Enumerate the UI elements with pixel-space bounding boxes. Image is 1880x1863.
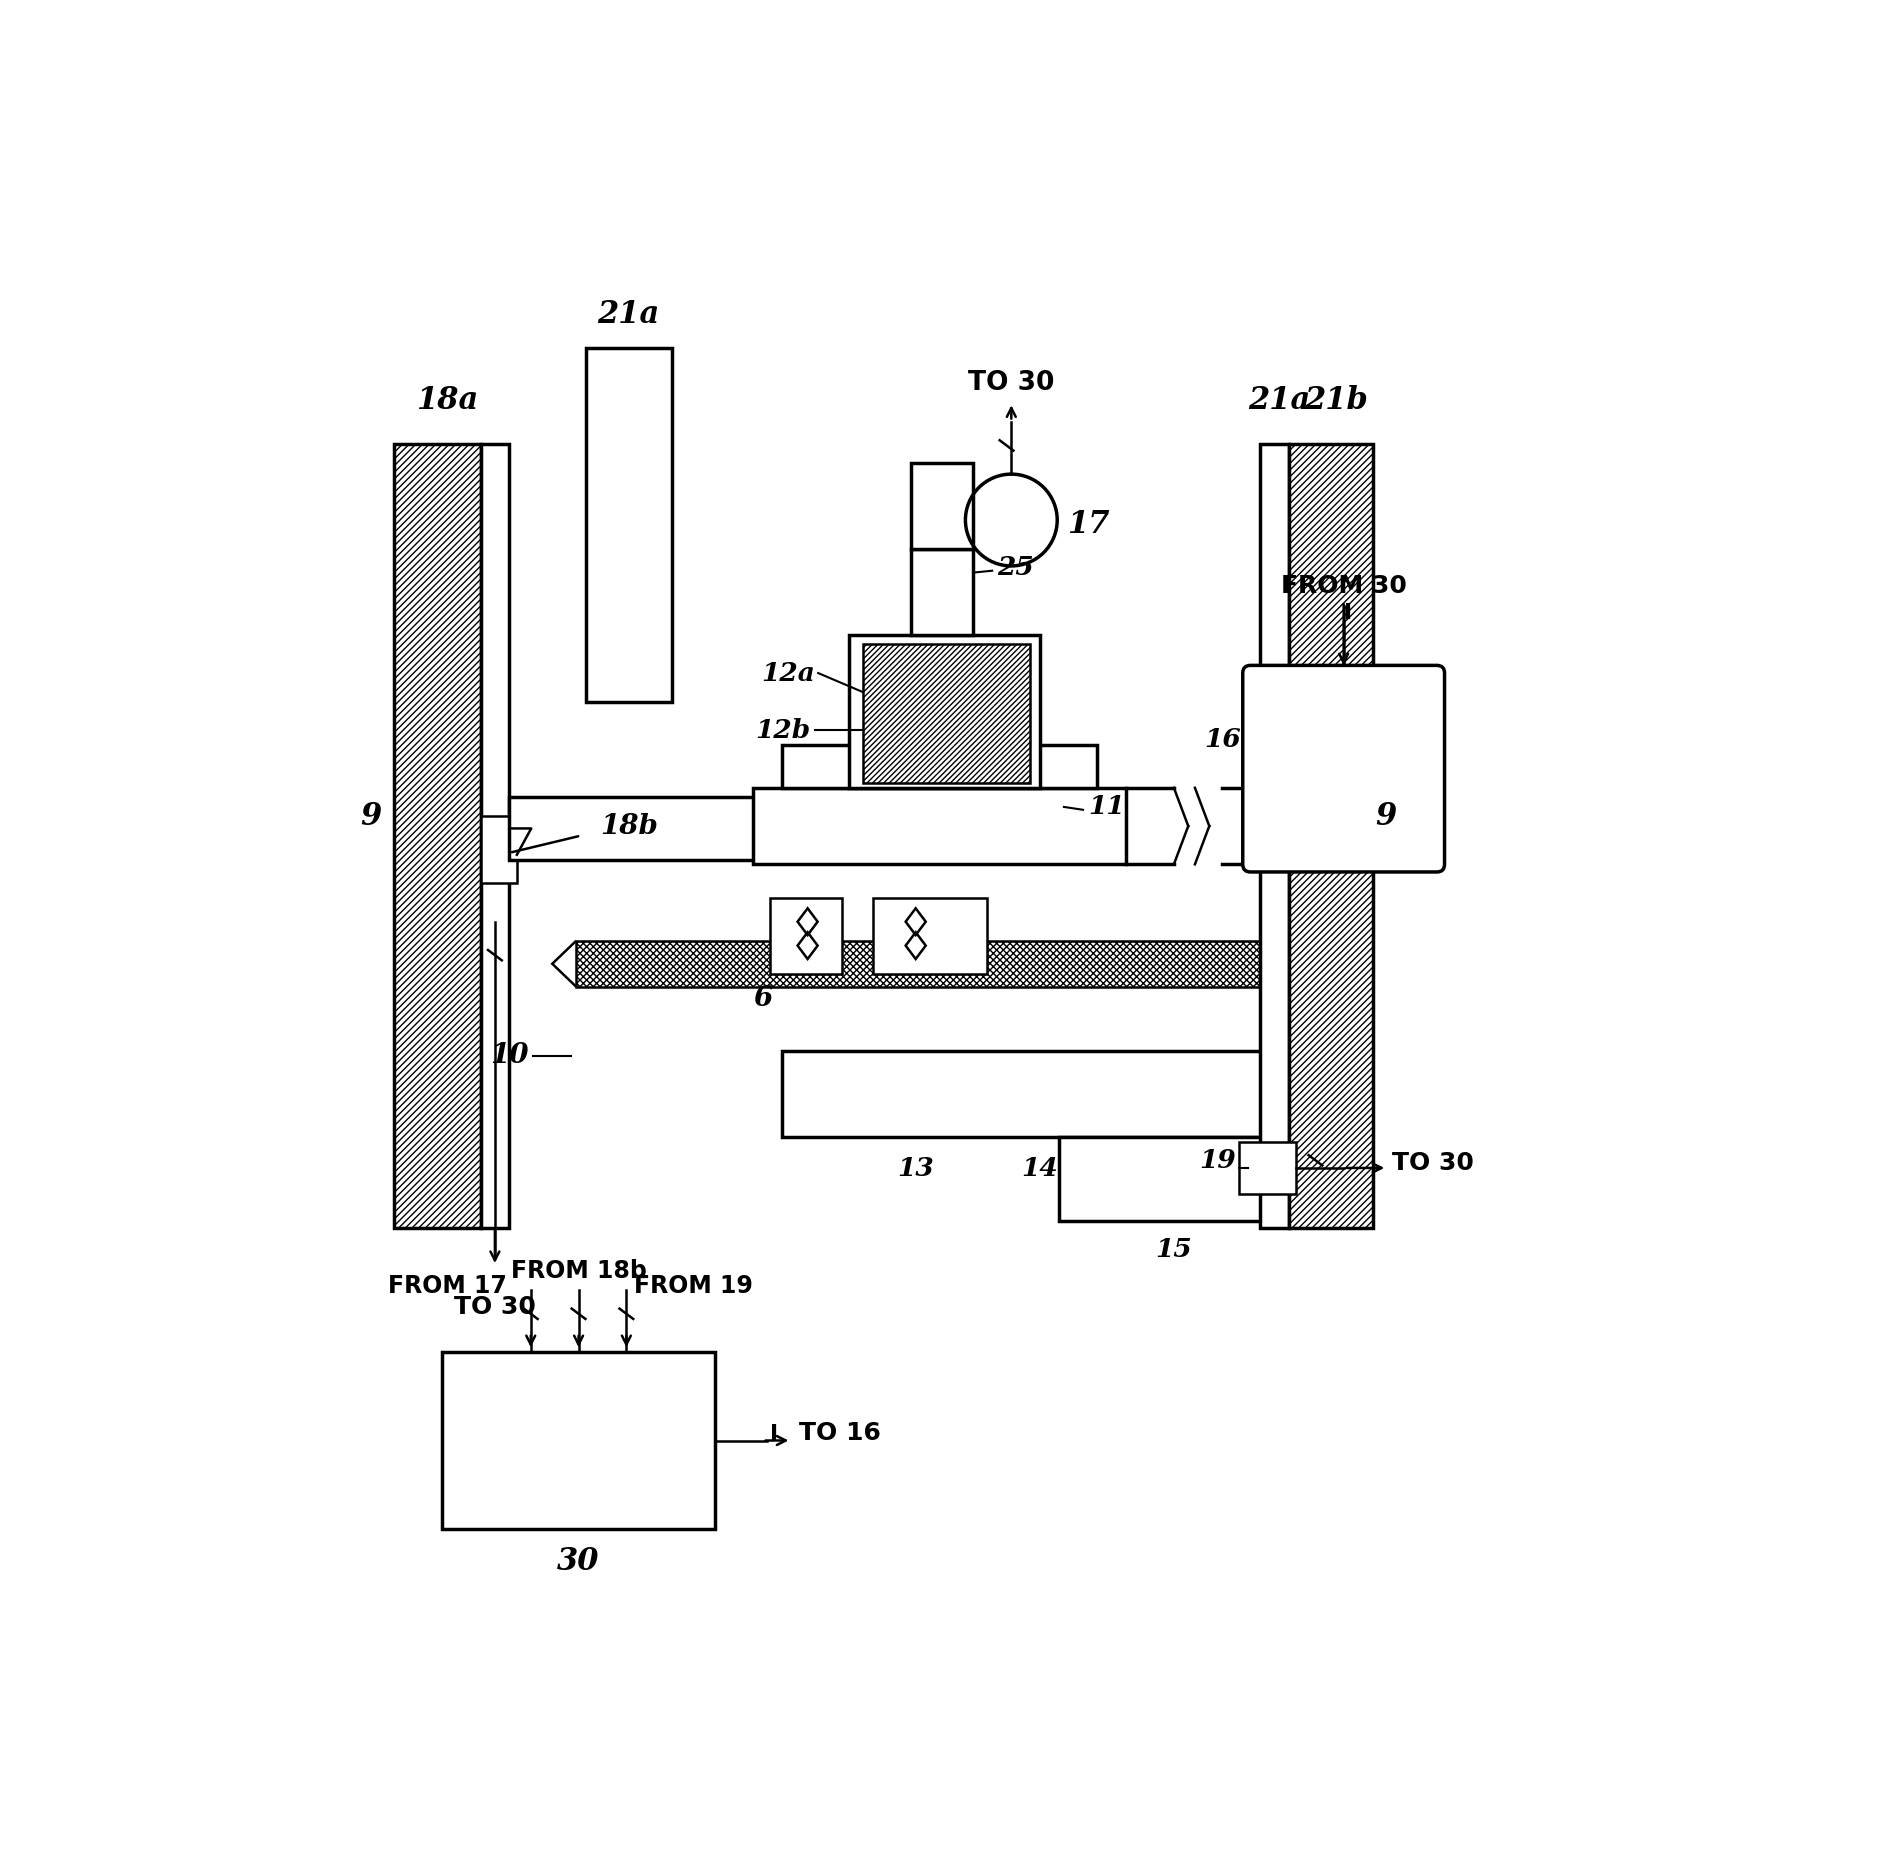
Bar <box>509 797 786 859</box>
Text: 15: 15 <box>1156 1237 1192 1263</box>
Text: TO 30: TO 30 <box>1391 1151 1474 1176</box>
Text: 17: 17 <box>1066 509 1109 540</box>
Text: I: I <box>771 1425 778 1444</box>
Bar <box>1288 443 1372 1228</box>
Text: FROM 19: FROM 19 <box>634 1274 752 1297</box>
Bar <box>587 348 671 702</box>
Text: TO 30: TO 30 <box>453 1295 536 1319</box>
Text: 11: 11 <box>1089 794 1124 820</box>
Text: TO 30: TO 30 <box>968 369 1055 395</box>
Text: 18a: 18a <box>415 386 478 415</box>
Bar <box>442 1353 714 1530</box>
Text: 6: 6 <box>754 986 773 1012</box>
Bar <box>912 550 974 635</box>
Text: 21b: 21b <box>1305 386 1369 415</box>
Text: 13: 13 <box>897 1155 934 1181</box>
Bar <box>872 898 987 974</box>
Text: 12a: 12a <box>761 661 816 686</box>
Bar <box>863 645 1030 782</box>
Bar <box>782 1051 1278 1136</box>
Bar <box>1239 1142 1297 1194</box>
Bar <box>848 635 1040 788</box>
Text: 9: 9 <box>1376 801 1397 833</box>
Text: 25: 25 <box>996 555 1034 581</box>
Text: FROM 30: FROM 30 <box>1280 574 1406 598</box>
Bar <box>575 941 1284 987</box>
FancyBboxPatch shape <box>1243 665 1444 872</box>
Text: 19: 19 <box>1199 1148 1235 1174</box>
Text: 14: 14 <box>1021 1155 1058 1181</box>
Text: 10: 10 <box>491 1041 528 1069</box>
Text: TO 16: TO 16 <box>799 1421 882 1446</box>
Bar <box>1260 443 1288 1228</box>
Bar <box>1250 673 1436 864</box>
Text: 9: 9 <box>359 801 382 833</box>
Text: 18b: 18b <box>600 812 658 840</box>
Bar <box>481 816 517 883</box>
Text: 16: 16 <box>1203 727 1241 753</box>
Bar <box>912 462 974 550</box>
Text: 21a: 21a <box>598 298 660 330</box>
Text: 12b: 12b <box>756 717 810 743</box>
Text: 21a: 21a <box>1248 386 1310 415</box>
Bar <box>1058 1136 1278 1220</box>
Bar <box>481 443 509 1228</box>
Bar <box>395 443 481 1228</box>
Text: FROM 17: FROM 17 <box>387 1274 508 1297</box>
Text: I: I <box>1344 604 1352 624</box>
Text: FROM 18b: FROM 18b <box>511 1259 647 1284</box>
Bar <box>782 745 1098 788</box>
Text: 30: 30 <box>556 1546 600 1578</box>
Bar <box>754 788 1126 864</box>
Bar <box>771 898 842 974</box>
